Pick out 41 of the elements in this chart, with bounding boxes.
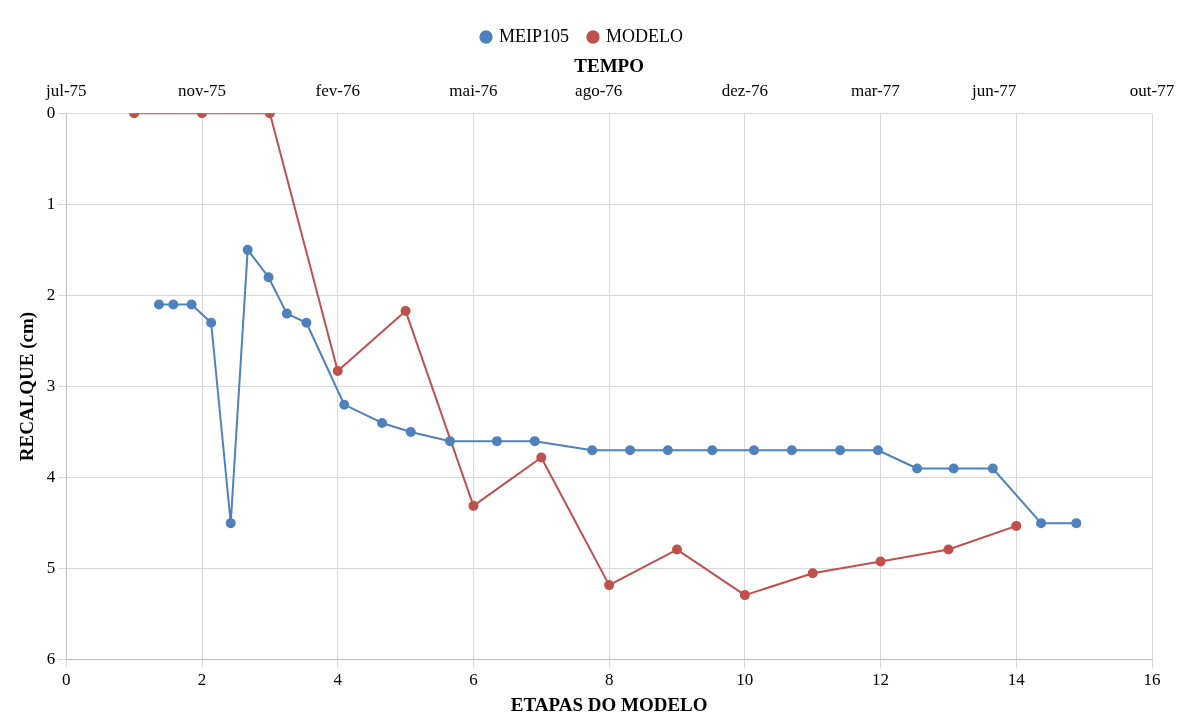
x2-tick-label: jul-75 [45, 81, 87, 101]
point [536, 452, 547, 463]
legend-label: MEIP105 [499, 25, 570, 46]
y-tick-label: 1 [46, 193, 56, 213]
point [604, 580, 615, 591]
x2-tick-label: dez-76 [721, 81, 768, 101]
y-tick-label: 5 [46, 558, 56, 578]
x-axis-title: ETAPAS DO MODELO [510, 693, 708, 715]
point [943, 544, 954, 555]
x-tick-label: 6 [469, 670, 478, 690]
x2-tick-label: ago-76 [575, 81, 623, 101]
point [875, 556, 886, 567]
x-tick-label: 12 [872, 670, 890, 690]
point [1011, 520, 1022, 531]
x-tick-label: 16 [1143, 670, 1161, 690]
x2-tick-label: mai-76 [449, 81, 498, 101]
x-tick-label: 2 [197, 670, 207, 690]
y-axis-title: RECALQUE (cm) [16, 311, 39, 462]
point [332, 366, 343, 377]
y-tick-label: 3 [46, 375, 56, 395]
point [468, 500, 479, 511]
x2-tick-label: fev-76 [315, 81, 360, 101]
x-tick-label: 10 [736, 670, 754, 690]
x2-tick-label: nov-75 [177, 81, 227, 101]
point [672, 544, 683, 555]
x2-tick-label: out-77 [1129, 81, 1175, 101]
x2-tick-label: mar-77 [850, 81, 901, 101]
point [400, 305, 411, 316]
point [739, 590, 750, 601]
x2-axis-title: TEMPO [574, 55, 644, 77]
x2-tick-label: jun-77 [970, 81, 1017, 101]
x-tick-label: 14 [1007, 670, 1026, 690]
point [807, 568, 818, 579]
x-tick-label: 0 [62, 670, 71, 690]
y-tick-label: 6 [46, 649, 56, 669]
legend-label: MODELO [606, 25, 684, 46]
y-tick-label: 4 [46, 467, 56, 487]
x-tick-label: 8 [604, 670, 614, 690]
y-tick-label: 2 [46, 284, 56, 304]
x-tick-label: 4 [333, 670, 343, 690]
y-tick-label: 0 [46, 102, 56, 122]
